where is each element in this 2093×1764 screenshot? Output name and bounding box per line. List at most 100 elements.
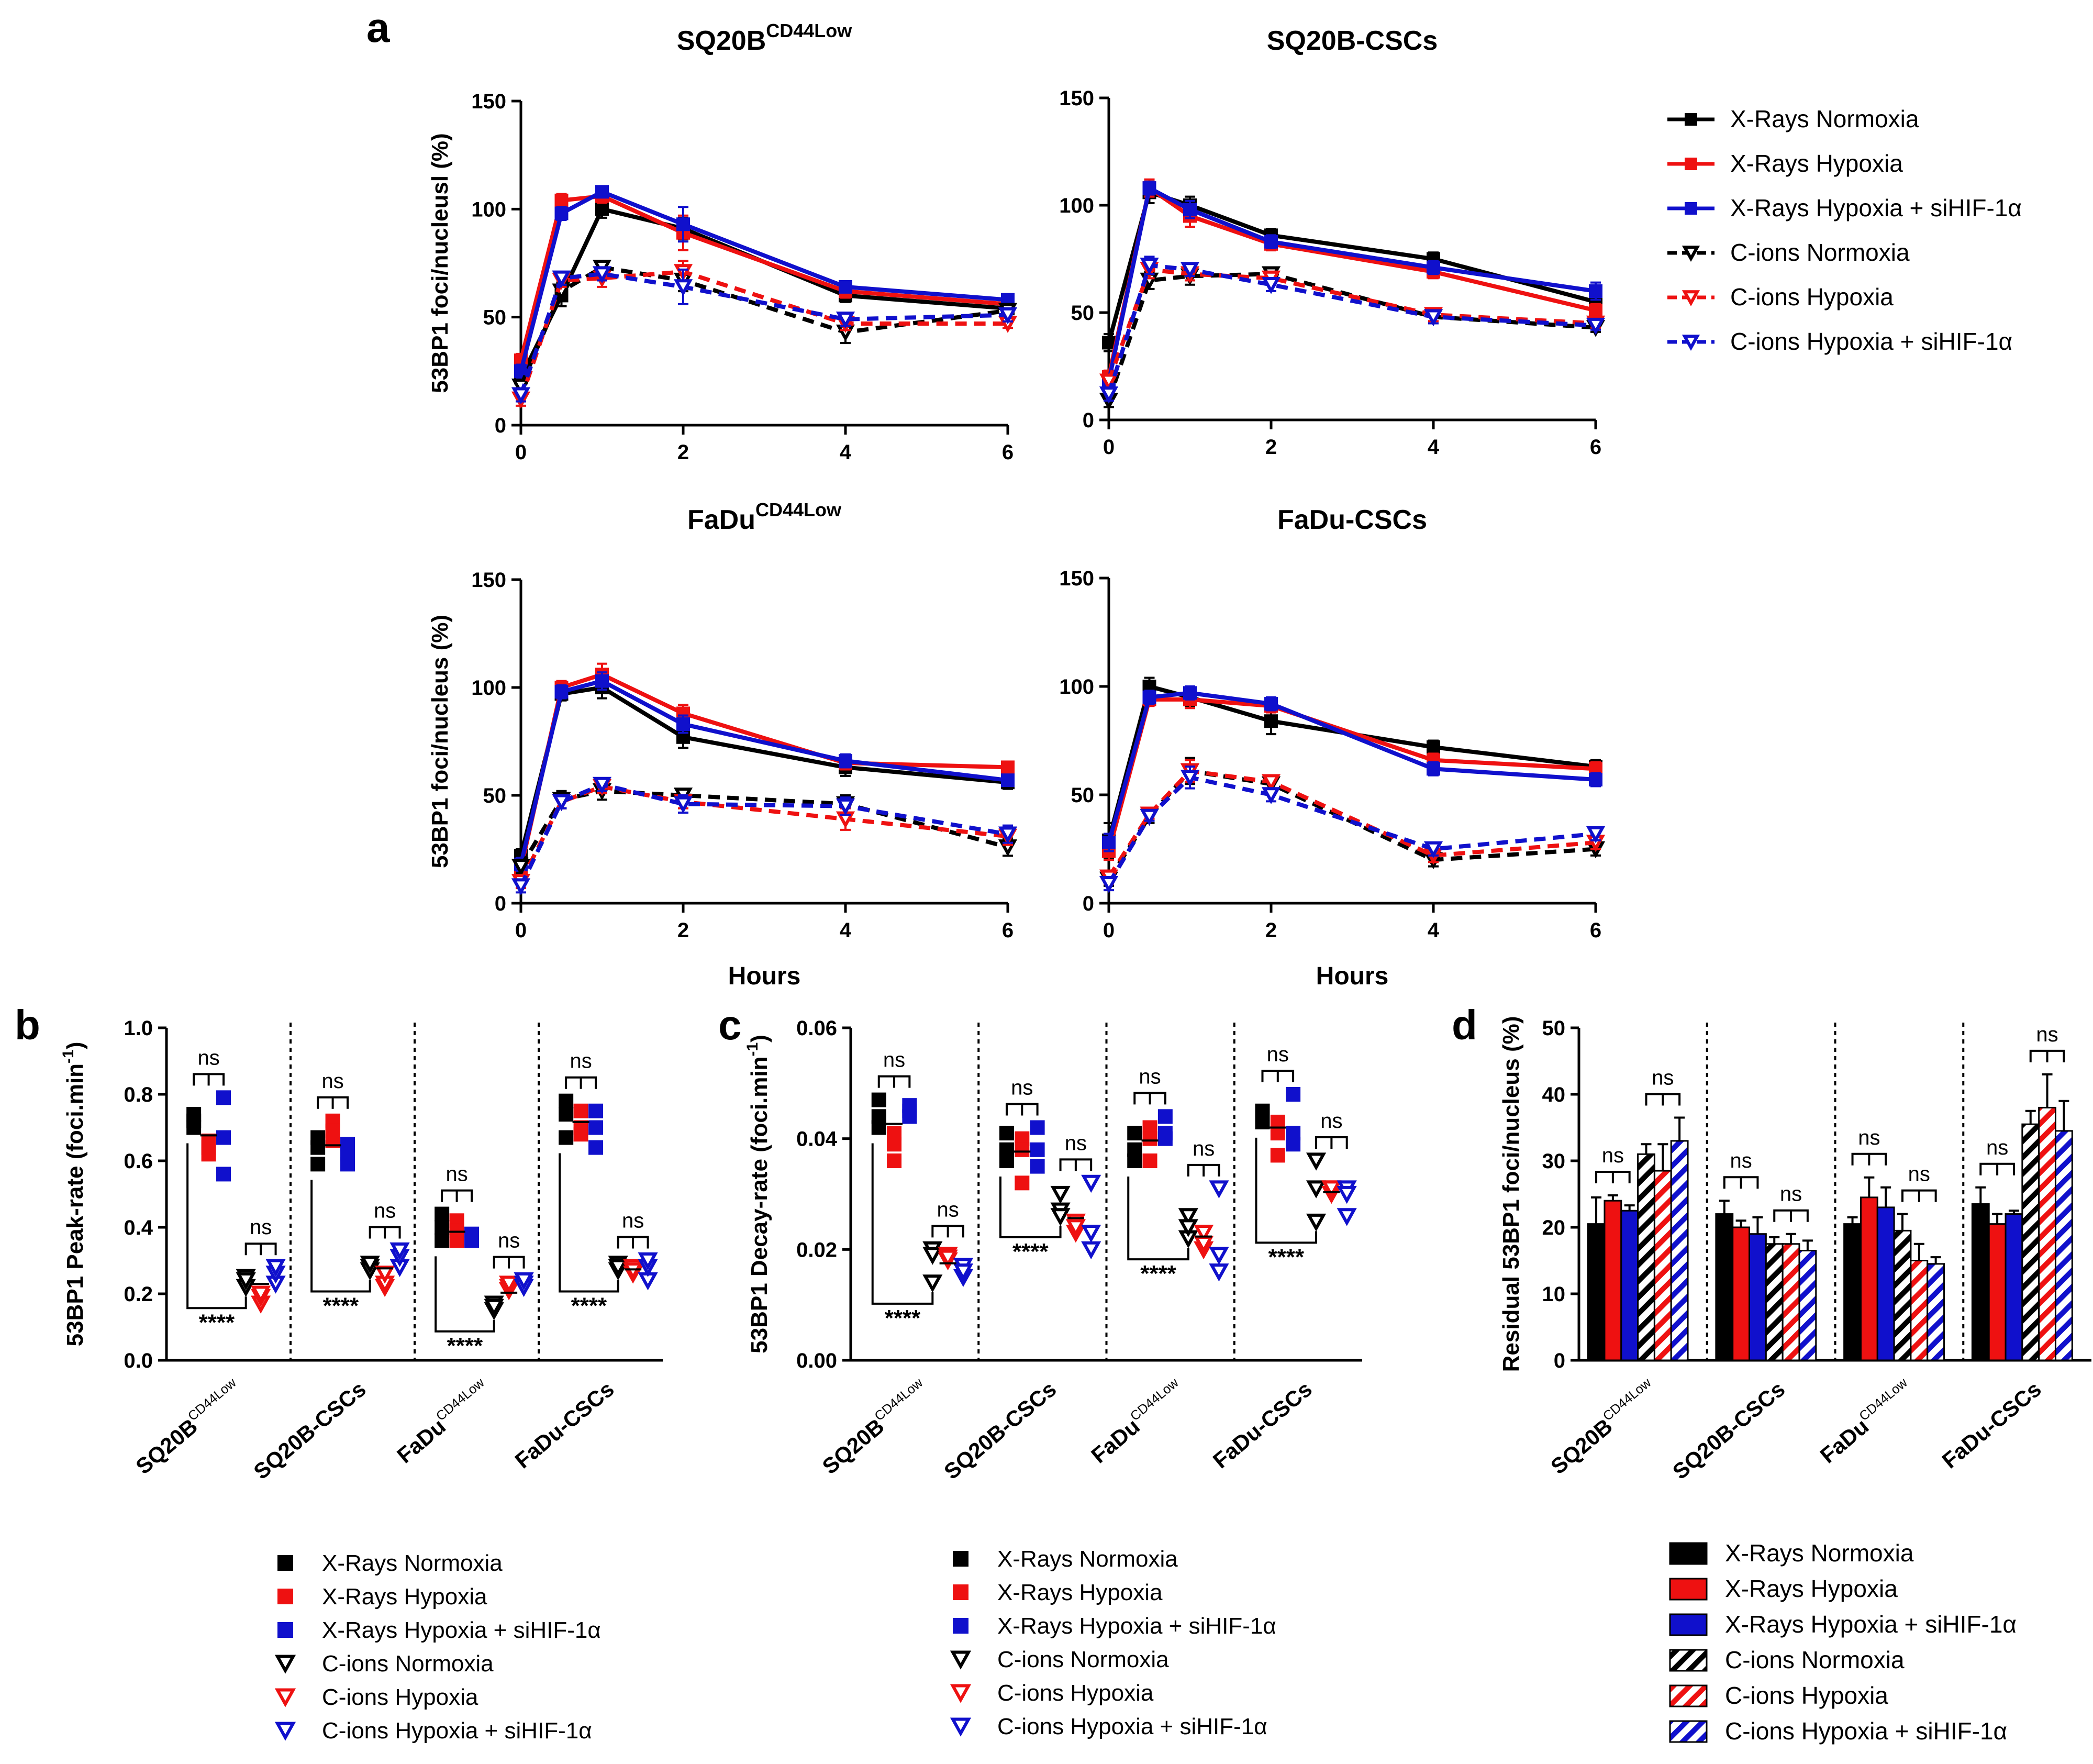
legend-marker xyxy=(953,1584,968,1600)
bar xyxy=(1604,1200,1622,1361)
y-axis-label: 53BP1 Peak-rate (foci.min-1) xyxy=(60,1042,88,1347)
series-line xyxy=(519,272,1008,396)
data-point xyxy=(389,1242,410,1261)
ns-label: ns xyxy=(321,1070,343,1093)
x-tick-label: 2 xyxy=(1265,919,1277,942)
x-tick-label: 4 xyxy=(840,919,852,942)
ns-label: ns xyxy=(1065,1131,1087,1155)
category-sup: CD44Low xyxy=(1856,1375,1910,1424)
bar xyxy=(1715,1213,1734,1361)
data-point xyxy=(1030,1120,1045,1135)
data-point xyxy=(1050,1208,1071,1226)
panel-d: 0 10 20 30 40 50 Residual 53BP1 foci/nucleus (… xyxy=(1498,1016,2091,1484)
data-point xyxy=(1427,740,1440,754)
panel-a2: SQ20B-CSCs 0 50 100 150 0 2 4 6 xyxy=(1059,26,1606,459)
legend-label: X-Rays Hypoxia xyxy=(1730,150,1903,177)
y-tick-label: 100 xyxy=(471,198,506,221)
y-tick-label: 50 xyxy=(1542,1017,1566,1040)
x-tick-label: 2 xyxy=(677,919,689,942)
y-tick-label: 0 xyxy=(1083,892,1094,915)
data-point xyxy=(887,1153,902,1168)
bar xyxy=(1927,1263,1945,1361)
y-tick-label: 0 xyxy=(495,892,506,915)
data-point xyxy=(484,1299,504,1317)
ns-label: ns xyxy=(446,1163,467,1186)
legend-swatch xyxy=(1669,1542,1708,1565)
data-point xyxy=(449,1223,464,1238)
series-line xyxy=(519,265,1008,387)
data-point xyxy=(1015,1175,1030,1191)
legend-label: X-Rays Hypoxia xyxy=(997,1580,1163,1605)
y-tick-label: 50 xyxy=(1071,302,1095,325)
x-tick-label: 6 xyxy=(1590,436,1601,459)
series-line xyxy=(519,782,1008,887)
y-axis-label-sup: -1 xyxy=(744,1042,761,1057)
legend-label: X-Rays Hypoxia xyxy=(322,1584,487,1610)
series-line xyxy=(1107,263,1596,395)
x-tick-label: 2 xyxy=(1265,436,1277,459)
legend-swatch xyxy=(1669,1613,1708,1636)
ns-label: ns xyxy=(1193,1137,1215,1160)
data-point xyxy=(435,1220,450,1235)
panel-letter-b: b xyxy=(15,1002,40,1048)
y-tick-label: 0.02 xyxy=(796,1238,837,1261)
data-point xyxy=(1427,260,1440,274)
x-axis-label: Hours xyxy=(1316,962,1389,990)
data-point xyxy=(1001,760,1015,774)
data-point xyxy=(511,387,531,405)
legend-d: X-Rays Normoxia X-Rays Hypoxia X-Rays Hypo… xyxy=(1669,1539,2017,1745)
y-tick-label: 0.00 xyxy=(796,1349,837,1372)
sig-bracket xyxy=(559,1153,619,1293)
category-name: SQ20B-CSCs xyxy=(249,1377,370,1484)
series-line xyxy=(1107,684,1596,841)
ns-label: ns xyxy=(1267,1043,1289,1066)
bar xyxy=(1653,1170,1672,1361)
ns-label: ns xyxy=(1139,1065,1161,1088)
y-axis-label-text: 53BP1 Decay-rate (foci.min xyxy=(747,1057,772,1353)
y-axis-label: 53BP1 Decay-rate (foci.min-1) xyxy=(744,1035,772,1353)
bar xyxy=(1988,1223,2007,1361)
bar xyxy=(1749,1233,1767,1361)
category-label: SQ20BCD44Low xyxy=(817,1375,933,1479)
data-point xyxy=(435,1233,450,1248)
data-point xyxy=(595,674,609,688)
data-point xyxy=(1099,386,1119,404)
legend-swatch xyxy=(1669,1720,1708,1743)
data-point xyxy=(360,1256,380,1274)
data-point xyxy=(1142,181,1156,195)
series-line xyxy=(519,189,1008,372)
x-axis-label: Hours xyxy=(728,962,801,990)
y-tick-label: 10 xyxy=(1542,1283,1566,1306)
legend-label: X-Rays Normoxia xyxy=(1725,1539,1914,1567)
bar xyxy=(1765,1243,1784,1361)
bar xyxy=(1782,1243,1800,1361)
legend-marker xyxy=(277,1622,293,1638)
chart-title: FaDu-CSCs xyxy=(1277,505,1427,535)
data-point xyxy=(1183,686,1197,700)
panel-letter-a: a xyxy=(366,4,390,51)
x-tick-label: 6 xyxy=(1590,919,1601,942)
data-point xyxy=(1081,1224,1101,1243)
legend-label: X-Rays Hypoxia + siHIF-1α xyxy=(1730,194,2022,221)
sig-stars: **** xyxy=(1268,1244,1305,1270)
chart-title-text: FaDu xyxy=(687,505,755,535)
data-point xyxy=(1081,1241,1101,1260)
data-point xyxy=(1209,1180,1229,1199)
category-label: SQ20B-CSCs xyxy=(1668,1377,1789,1484)
data-point xyxy=(1321,1180,1342,1199)
data-point xyxy=(1178,1219,1198,1237)
data-point xyxy=(1264,714,1278,728)
data-point xyxy=(1270,1148,1285,1163)
legend-label: C-ions Hypoxia + siHIF-1α xyxy=(322,1718,592,1744)
legend-label: X-Rays Hypoxia + siHIF-1α xyxy=(322,1617,601,1643)
data-point xyxy=(1264,235,1278,249)
data-point xyxy=(1183,203,1197,217)
series-line xyxy=(1107,775,1596,885)
data-point xyxy=(1261,277,1281,294)
legend-marker xyxy=(1682,290,1700,306)
data-point xyxy=(1065,1219,1086,1237)
data-point xyxy=(559,1093,574,1108)
data-point xyxy=(216,1167,231,1182)
ns-label: ns xyxy=(883,1049,905,1072)
data-point xyxy=(265,1259,286,1277)
